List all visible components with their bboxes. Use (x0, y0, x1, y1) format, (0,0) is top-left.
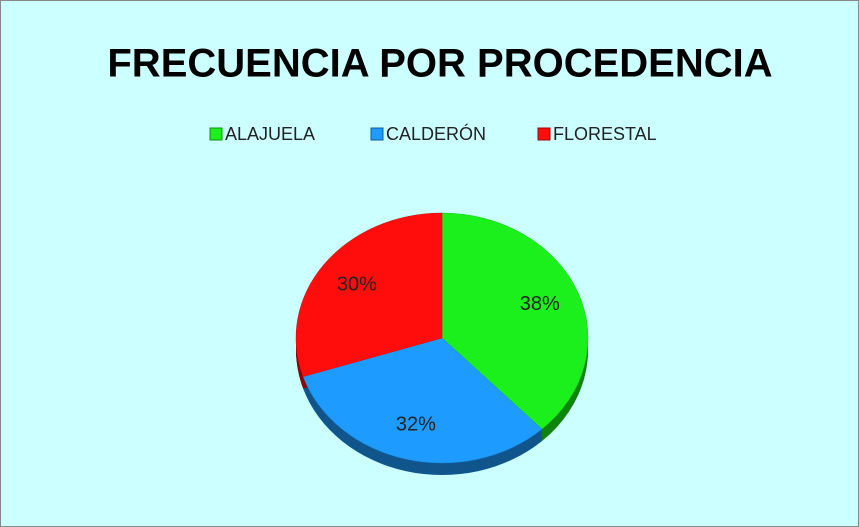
legend-swatch (537, 127, 551, 141)
slice (295, 212, 443, 377)
data-label: 38% (520, 293, 560, 315)
chart-title: FRECUENCIA POR PROCEDENCIA (107, 42, 772, 86)
legend-swatch (370, 127, 384, 141)
slice (302, 337, 543, 464)
slice (441, 212, 589, 430)
data-label: 30% (337, 273, 377, 295)
legend-label: ALAJUELA (225, 124, 315, 144)
legend-label: FLORESTAL (553, 124, 657, 144)
legend-swatch (209, 127, 223, 141)
data-label: 32% (396, 413, 436, 435)
legend-label: CALDERÓN (386, 123, 486, 144)
